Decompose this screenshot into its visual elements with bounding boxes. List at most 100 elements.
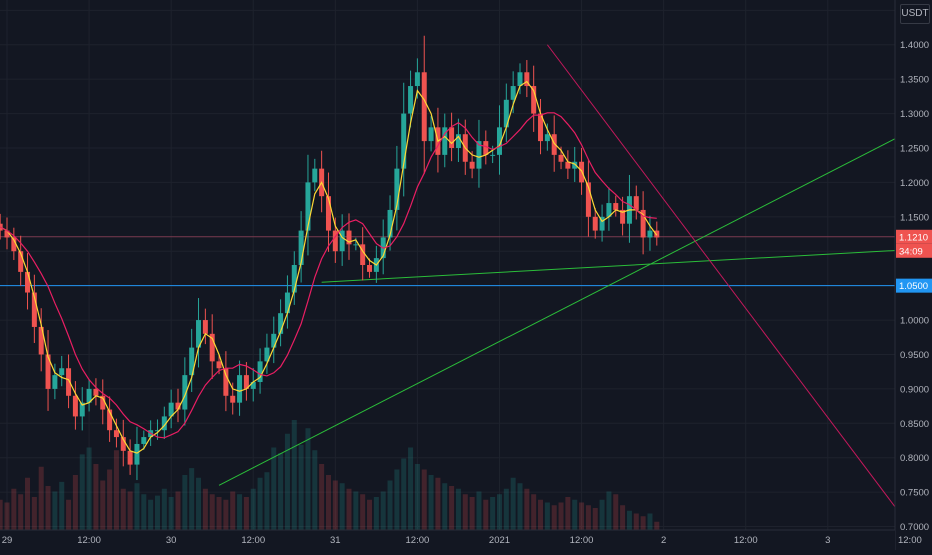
volume-bar bbox=[380, 491, 386, 530]
trendline-red[interactable] bbox=[546, 44, 911, 527]
candle-body[interactable] bbox=[72, 395, 78, 417]
trendline-green[interactable] bbox=[321, 247, 932, 283]
candle-body[interactable] bbox=[11, 237, 17, 252]
candle-body[interactable] bbox=[572, 161, 578, 169]
candle-body[interactable] bbox=[257, 361, 263, 383]
candle-body[interactable] bbox=[291, 265, 297, 293]
candle-body[interactable] bbox=[134, 443, 140, 465]
candle-body[interactable] bbox=[613, 203, 619, 210]
candle-body[interactable] bbox=[223, 368, 229, 396]
trend-lines[interactable] bbox=[0, 44, 932, 527]
candle-body[interactable] bbox=[168, 402, 174, 417]
candle-body[interactable] bbox=[606, 203, 612, 217]
candle-body[interactable] bbox=[640, 209, 646, 238]
candle-body[interactable] bbox=[394, 168, 400, 210]
candle-body[interactable] bbox=[455, 134, 461, 148]
candle-body[interactable] bbox=[278, 313, 284, 334]
candle-body[interactable] bbox=[510, 86, 516, 100]
candle-body[interactable] bbox=[31, 292, 37, 327]
candle-body[interactable] bbox=[483, 141, 489, 155]
candle-body[interactable] bbox=[599, 216, 605, 231]
candle-body[interactable] bbox=[243, 375, 249, 389]
candle-body[interactable] bbox=[216, 361, 222, 369]
candle-body[interactable] bbox=[284, 292, 290, 314]
candle-body[interactable] bbox=[66, 368, 72, 396]
candle-body[interactable] bbox=[154, 430, 160, 432]
candle-body[interactable] bbox=[18, 251, 24, 272]
candle-body[interactable] bbox=[271, 333, 277, 348]
candle-body[interactable] bbox=[620, 209, 626, 224]
candle-body[interactable] bbox=[442, 127, 448, 155]
candle-body[interactable] bbox=[367, 265, 373, 272]
candle-body[interactable] bbox=[353, 244, 359, 246]
candle-body[interactable] bbox=[59, 368, 65, 376]
candle-body[interactable] bbox=[141, 437, 147, 444]
candle-body[interactable] bbox=[332, 230, 338, 252]
candle-body[interactable] bbox=[428, 127, 434, 142]
candle-body[interactable] bbox=[476, 141, 482, 169]
candle-body[interactable] bbox=[52, 375, 58, 389]
candle-body[interactable] bbox=[38, 326, 44, 355]
candle-body[interactable] bbox=[647, 230, 653, 238]
candle-body[interactable] bbox=[127, 450, 133, 465]
candle-body[interactable] bbox=[524, 72, 530, 87]
candle-body[interactable] bbox=[107, 409, 113, 431]
candle-body[interactable] bbox=[202, 320, 208, 334]
candle-body[interactable] bbox=[503, 99, 509, 128]
candle-body[interactable] bbox=[298, 230, 304, 265]
candle-body[interactable] bbox=[496, 127, 502, 155]
candle-body[interactable] bbox=[490, 154, 496, 156]
candle-body[interactable] bbox=[182, 375, 188, 410]
candle-body[interactable] bbox=[585, 182, 591, 217]
price-axis[interactable]: 0.7000 0.7500 0.8000 0.8500 0.9000 0.9500 1.00… bbox=[894, 0, 932, 550]
candle-body[interactable] bbox=[449, 127, 455, 148]
candle-body[interactable] bbox=[346, 230, 352, 245]
candle-body[interactable] bbox=[401, 113, 407, 169]
candle-body[interactable] bbox=[250, 382, 256, 389]
candle-body[interactable] bbox=[387, 209, 393, 238]
candle-body[interactable] bbox=[264, 347, 270, 362]
volume-bar bbox=[483, 499, 489, 530]
candle-body[interactable] bbox=[551, 134, 557, 155]
candle-body[interactable] bbox=[120, 437, 126, 451]
candles[interactable] bbox=[0, 35, 660, 481]
candle-body[interactable] bbox=[531, 86, 537, 114]
candle-body[interactable] bbox=[237, 375, 243, 403]
candle-body[interactable] bbox=[592, 216, 598, 231]
candle-body[interactable] bbox=[113, 430, 119, 438]
candle-body[interactable] bbox=[312, 168, 318, 183]
candle-body[interactable] bbox=[305, 182, 311, 231]
trendline-green[interactable] bbox=[218, 114, 932, 486]
time-axis[interactable]: 29 12:00 30 12:00 31 12:00 2021 12:00 2 12:00 3 12:… bbox=[0, 529, 922, 550]
x-tick-label: 12:00 bbox=[898, 535, 922, 546]
candle-body[interactable] bbox=[161, 416, 167, 431]
candle-body[interactable] bbox=[196, 320, 202, 348]
candle-body[interactable] bbox=[558, 154, 564, 162]
candle-body[interactable] bbox=[209, 333, 215, 362]
candle-body[interactable] bbox=[25, 271, 31, 293]
candle-body[interactable] bbox=[45, 354, 51, 389]
candle-body[interactable] bbox=[654, 230, 660, 238]
candle-body[interactable] bbox=[408, 86, 414, 114]
candle-body[interactable] bbox=[565, 161, 571, 169]
candle-body[interactable] bbox=[86, 388, 92, 403]
candle-body[interactable] bbox=[93, 388, 99, 396]
candle-body[interactable] bbox=[79, 402, 85, 417]
candle-body[interactable] bbox=[544, 134, 550, 142]
candle-body[interactable] bbox=[633, 196, 639, 210]
candle-body[interactable] bbox=[421, 72, 427, 142]
candle-body[interactable] bbox=[100, 395, 106, 410]
candle-body[interactable] bbox=[469, 161, 475, 169]
candle-body[interactable] bbox=[4, 230, 10, 238]
candle-body[interactable] bbox=[189, 347, 195, 376]
candle-body[interactable] bbox=[517, 72, 523, 87]
candle-body[interactable] bbox=[538, 113, 544, 142]
candle-body[interactable] bbox=[414, 72, 420, 87]
candle-body[interactable] bbox=[360, 244, 366, 265]
candle-body[interactable] bbox=[339, 230, 345, 252]
candle-body[interactable] bbox=[230, 395, 236, 403]
candle-body[interactable] bbox=[175, 402, 181, 410]
candle-body[interactable] bbox=[325, 196, 331, 231]
